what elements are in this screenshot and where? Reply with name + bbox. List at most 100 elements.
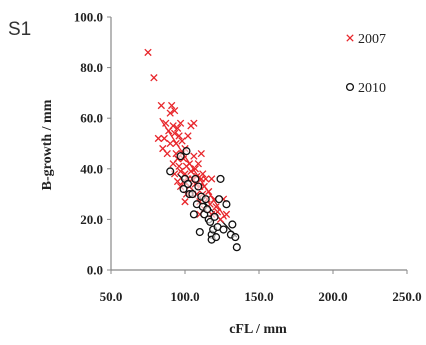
data-point-2010 bbox=[183, 179, 193, 189]
x-marker-stroke bbox=[166, 139, 174, 148]
data-point-2007 bbox=[162, 119, 170, 127]
data-point-2007 bbox=[163, 149, 171, 158]
x-marker-stroke bbox=[163, 149, 171, 158]
x-axis-title: cFL / mm bbox=[229, 322, 287, 337]
x-marker-stroke bbox=[194, 160, 202, 168]
x-marker-stroke bbox=[166, 109, 174, 117]
data-point-2007 bbox=[190, 152, 198, 160]
data-point-2007 bbox=[175, 162, 183, 170]
x-marker-stroke bbox=[170, 129, 179, 138]
x-marker-stroke bbox=[191, 165, 200, 173]
data-point-2010 bbox=[195, 228, 204, 237]
legend-label-2007: 2007 bbox=[358, 32, 386, 47]
data-point-2007 bbox=[169, 122, 177, 130]
x-marker-stroke bbox=[205, 187, 213, 196]
y-axis-title: B-growth / mm bbox=[40, 99, 55, 190]
data-point-2010 bbox=[232, 243, 241, 252]
data-point-2007 bbox=[207, 175, 216, 183]
y-tick-label: 100.0 bbox=[74, 10, 103, 25]
x-tick-label: 200.0 bbox=[318, 289, 347, 304]
data-point-2007 bbox=[160, 134, 168, 143]
data-point-2007 bbox=[154, 134, 163, 143]
data-point-2010 bbox=[182, 147, 191, 156]
data-point-2007 bbox=[176, 167, 185, 175]
data-point-2010 bbox=[214, 195, 224, 204]
x-tick-label: 50.0 bbox=[100, 289, 123, 304]
x-marker-stroke bbox=[173, 177, 182, 186]
data-point-2007 bbox=[144, 48, 152, 57]
x-marker-stroke bbox=[144, 48, 152, 57]
y-tick-label: 80.0 bbox=[80, 60, 103, 75]
x-marker-stroke bbox=[160, 134, 168, 143]
x-marker-stroke bbox=[159, 144, 167, 153]
data-point-2010 bbox=[176, 152, 185, 161]
data-point-2007 bbox=[173, 124, 182, 132]
data-point-2010 bbox=[201, 195, 210, 204]
x-marker-stroke bbox=[346, 34, 354, 42]
x-marker-stroke bbox=[150, 74, 158, 82]
x-marker-stroke bbox=[216, 215, 225, 224]
y-tick-label: 40.0 bbox=[80, 161, 103, 176]
data-point-2007 bbox=[190, 119, 198, 127]
x-marker-stroke bbox=[207, 175, 216, 183]
x-marker-stroke bbox=[168, 101, 176, 110]
data-point-2007 bbox=[175, 132, 183, 140]
data-point-2007 bbox=[199, 170, 207, 178]
x-marker-stroke bbox=[187, 167, 195, 175]
y-tick-label: 0.0 bbox=[87, 263, 103, 278]
data-point-2007 bbox=[168, 101, 176, 110]
x-marker-stroke bbox=[154, 134, 163, 143]
data-point-2007 bbox=[166, 109, 174, 117]
data-point-2010 bbox=[203, 205, 212, 214]
x-marker-stroke bbox=[222, 210, 231, 218]
data-point-2007 bbox=[157, 101, 165, 110]
data-point-2007 bbox=[185, 160, 194, 168]
data-point-2007 bbox=[150, 74, 158, 82]
data-point-2007 bbox=[212, 203, 220, 211]
data-point-2010 bbox=[206, 217, 215, 226]
x-marker-stroke bbox=[184, 132, 192, 140]
data-point-2010 bbox=[188, 190, 197, 199]
data-point-2010 bbox=[210, 212, 219, 221]
x-marker-stroke bbox=[190, 119, 198, 127]
data-point-2010 bbox=[219, 225, 228, 234]
data-point-2007 bbox=[194, 160, 202, 168]
data-point-2007 bbox=[170, 129, 179, 138]
legend-marker-2007 bbox=[346, 34, 354, 42]
x-marker-stroke bbox=[190, 152, 198, 160]
data-point-2007 bbox=[191, 165, 200, 173]
data-point-2007 bbox=[178, 137, 186, 145]
y-tick-label: 60.0 bbox=[80, 111, 103, 126]
data-point-2007 bbox=[170, 106, 179, 115]
x-marker-stroke bbox=[172, 139, 180, 148]
data-point-2007 bbox=[205, 187, 213, 196]
data-point-2007 bbox=[181, 198, 189, 206]
legend-marker-2010 bbox=[345, 82, 355, 92]
x-tick-label: 250.0 bbox=[392, 289, 421, 304]
data-point-2010 bbox=[179, 184, 188, 194]
data-point-2010 bbox=[228, 220, 237, 229]
data-point-2010 bbox=[212, 233, 221, 242]
x-marker-stroke bbox=[212, 203, 220, 211]
data-point-2007 bbox=[197, 149, 205, 158]
data-point-2010 bbox=[189, 210, 198, 219]
data-point-2010 bbox=[231, 233, 240, 242]
x-tick-label: 150.0 bbox=[244, 289, 273, 304]
panel-label: S1 bbox=[8, 19, 32, 40]
x-marker-stroke bbox=[162, 119, 170, 127]
y-tick-label: 20.0 bbox=[80, 212, 103, 227]
x-marker-stroke bbox=[176, 119, 185, 127]
x-marker-stroke bbox=[200, 182, 208, 191]
legend-label-2010: 2010 bbox=[358, 81, 386, 96]
data-point-2007 bbox=[173, 177, 182, 186]
data-point-2007 bbox=[202, 175, 210, 183]
x-marker-stroke bbox=[181, 198, 189, 206]
data-point-2007 bbox=[172, 139, 180, 148]
x-marker-stroke bbox=[170, 106, 179, 115]
data-point-2007 bbox=[184, 132, 192, 140]
x-marker-stroke bbox=[173, 124, 182, 132]
x-marker-stroke bbox=[197, 149, 205, 158]
data-point-2010 bbox=[194, 182, 203, 191]
x-marker-stroke bbox=[185, 160, 194, 168]
